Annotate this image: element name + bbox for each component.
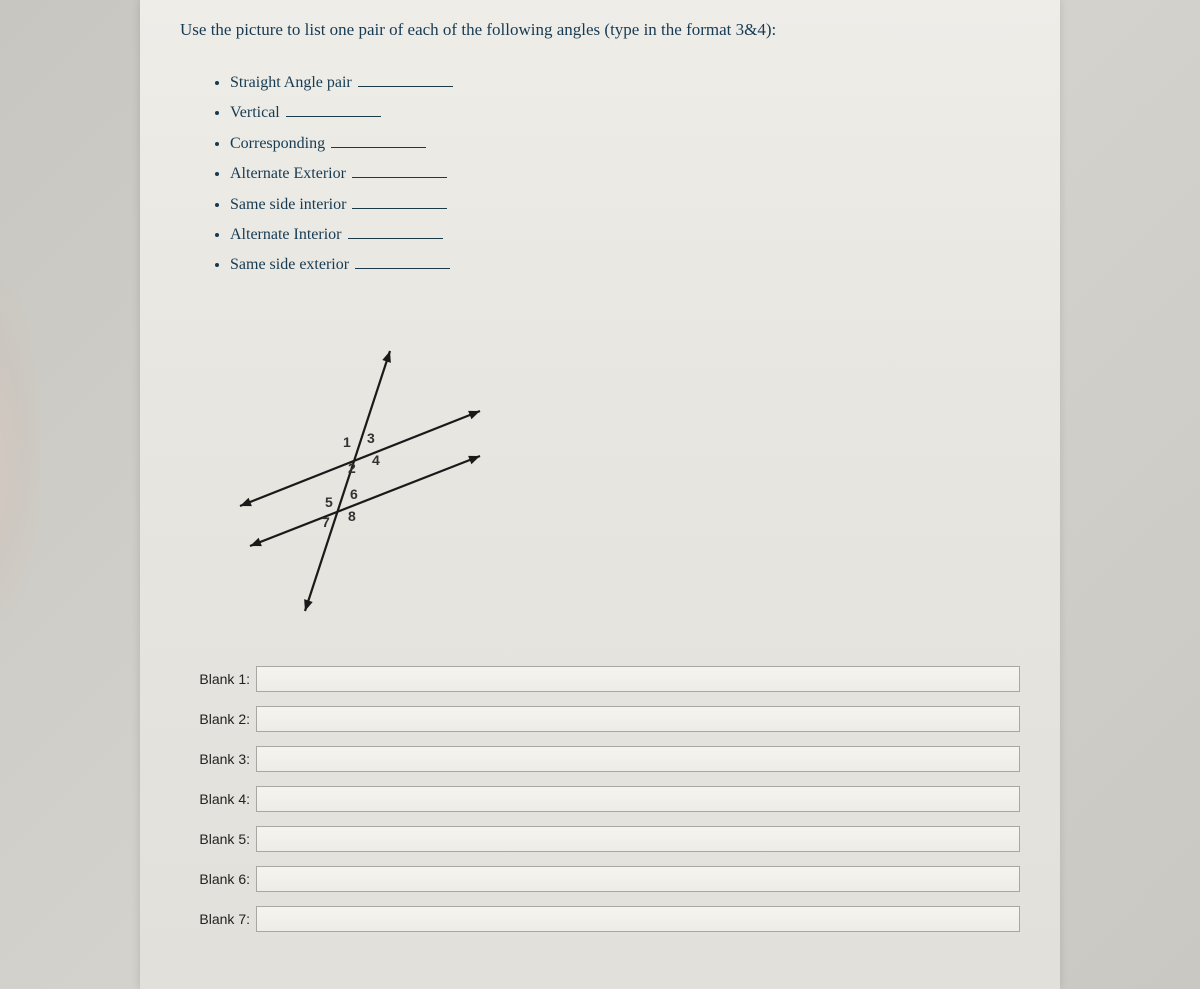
answer-blanks: Blank 1: Blank 2: Blank 3: Blank 4: Blan… [180,666,1020,932]
answer-row: Blank 1: [180,666,1020,692]
list-item: Alternate Interior [230,220,1020,250]
list-item: Vertical [230,98,1020,128]
blank-1-input[interactable] [256,666,1020,692]
blank-label: Blank 6: [180,871,250,887]
blank-2-input[interactable] [256,706,1020,732]
item-label: Same side exterior [230,256,349,273]
answer-row: Blank 7: [180,906,1020,932]
blank-label: Blank 4: [180,791,250,807]
blank-label: Blank 7: [180,911,250,927]
blank-5-input[interactable] [256,826,1020,852]
blank-label: Blank 1: [180,671,250,687]
blank-label: Blank 2: [180,711,250,727]
svg-text:5: 5 [325,494,333,510]
item-label: Corresponding [230,135,325,152]
blank-label: Blank 3: [180,751,250,767]
item-label: Alternate Interior [230,226,342,243]
angle-type-list: Straight Angle pair Vertical Correspondi… [230,68,1020,281]
angles-diagram: 12345678 [210,321,1020,626]
svg-text:1: 1 [343,434,351,450]
list-item: Corresponding [230,129,1020,159]
blank-underline [331,134,426,148]
svg-text:3: 3 [367,430,375,446]
blank-6-input[interactable] [256,866,1020,892]
list-item: Same side exterior [230,250,1020,280]
blank-label: Blank 5: [180,831,250,847]
blank-3-input[interactable] [256,746,1020,772]
list-item: Same side interior [230,190,1020,220]
blank-underline [352,164,447,178]
blank-4-input[interactable] [256,786,1020,812]
blank-underline [355,255,450,269]
item-label: Alternate Exterior [230,165,346,182]
list-item: Straight Angle pair [230,68,1020,98]
blank-underline [286,103,381,117]
blank-underline [352,195,447,209]
answer-row: Blank 2: [180,706,1020,732]
item-label: Same side interior [230,196,346,213]
blank-underline [348,225,443,239]
diagram-svg: 12345678 [210,321,490,621]
question-page: Use the picture to list one pair of each… [140,0,1060,989]
instruction-text: Use the picture to list one pair of each… [180,20,1020,40]
blank-underline [358,73,453,87]
answer-row: Blank 4: [180,786,1020,812]
answer-row: Blank 3: [180,746,1020,772]
item-label: Vertical [230,104,280,121]
answer-row: Blank 5: [180,826,1020,852]
blank-7-input[interactable] [256,906,1020,932]
item-label: Straight Angle pair [230,74,352,91]
svg-text:7: 7 [322,514,330,530]
answer-row: Blank 6: [180,866,1020,892]
svg-text:6: 6 [350,486,358,502]
camera-glare [0,280,40,620]
list-item: Alternate Exterior [230,159,1020,189]
svg-text:8: 8 [348,508,356,524]
svg-text:2: 2 [348,460,356,476]
svg-text:4: 4 [372,452,380,468]
